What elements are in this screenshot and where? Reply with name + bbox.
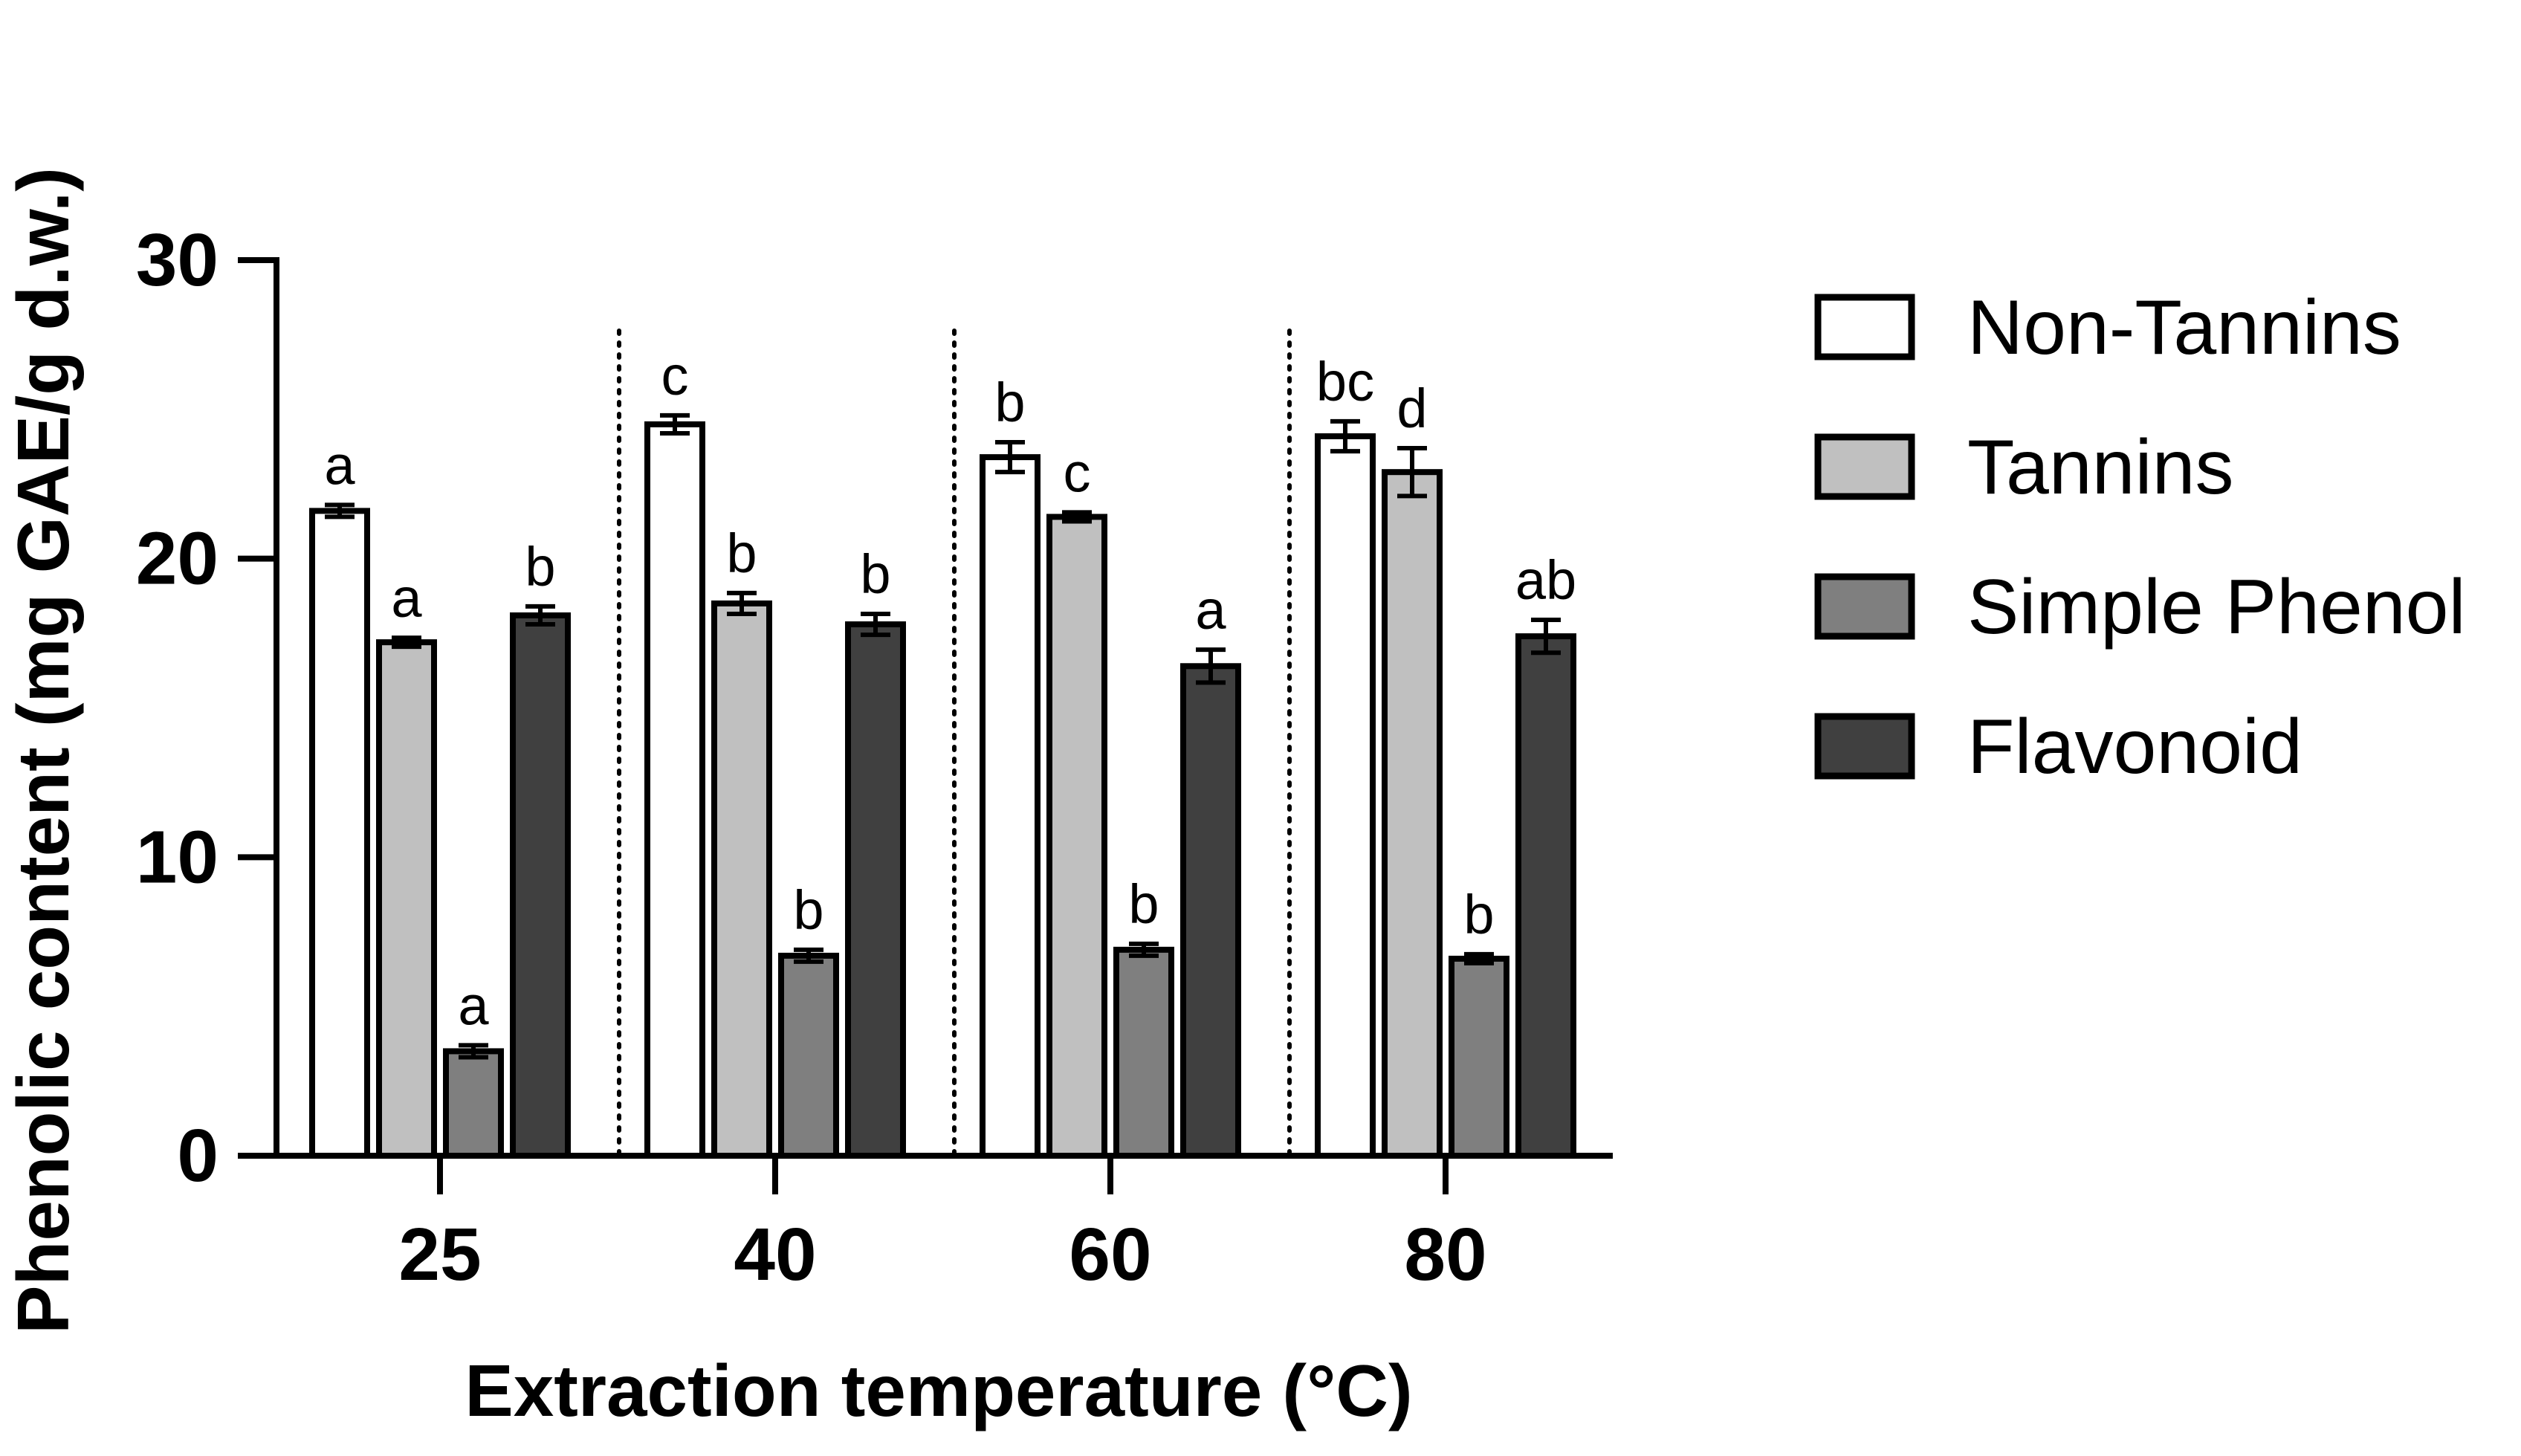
significance-label: a [324,434,355,496]
significance-label: c [1064,441,1091,503]
significance-label: a [458,974,489,1036]
bar [1315,433,1376,1159]
bar [644,421,705,1159]
bar [510,612,571,1159]
bar [443,1048,504,1159]
x-tick-label: 40 [734,1213,816,1296]
bar [778,952,839,1159]
legend-swatch [1814,713,1915,780]
y-tick-label: 20 [136,517,219,601]
significance-label: b [860,543,890,605]
legend-swatch [1814,433,1915,500]
y-tick-label: 10 [136,815,219,899]
bar [1515,633,1576,1159]
legend-label: Non-Tannins [1967,285,2401,371]
significance-label: a [1195,579,1226,641]
bar [376,639,437,1159]
significance-label: a [391,567,422,629]
bar [980,454,1041,1159]
legend-swatch [1814,294,1915,360]
y-tick-label: 30 [136,219,219,302]
significance-label: b [994,372,1025,433]
x-axis-title: Extraction temperature (°C) [465,1350,1412,1431]
x-tick-label: 60 [1069,1213,1151,1296]
x-tick-label: 80 [1404,1213,1486,1296]
significance-label: b [1463,884,1494,945]
bar [309,508,370,1159]
bar [1180,663,1241,1159]
legend-label: Simple Phenol [1967,564,2466,650]
significance-label: b [525,536,555,598]
significance-label: d [1397,378,1427,439]
legend: Non-Tannins Tannins Simple Phenol Flavonoid [1814,285,2466,790]
significance-label: ab [1515,549,1576,611]
legend-label: Flavonoid [1967,704,2302,790]
significance-label: b [1128,873,1159,935]
legend-swatch [1814,573,1915,640]
bar [1449,955,1509,1159]
significance-label: c [661,345,689,407]
y-tick-label: 0 [177,1114,219,1197]
y-axis-title: Phenolic content (mg GAE/g d.w.) [2,167,84,1334]
x-tick-label: 25 [398,1213,481,1296]
bar [1113,946,1174,1159]
legend-label: Tannins [1967,424,2233,511]
bar [1382,469,1443,1159]
significance-label: bc [1316,351,1374,412]
significance-label: b [793,879,823,941]
bar [1046,514,1107,1159]
bar [711,600,772,1159]
significance-label: b [726,522,757,584]
bar [845,621,906,1159]
